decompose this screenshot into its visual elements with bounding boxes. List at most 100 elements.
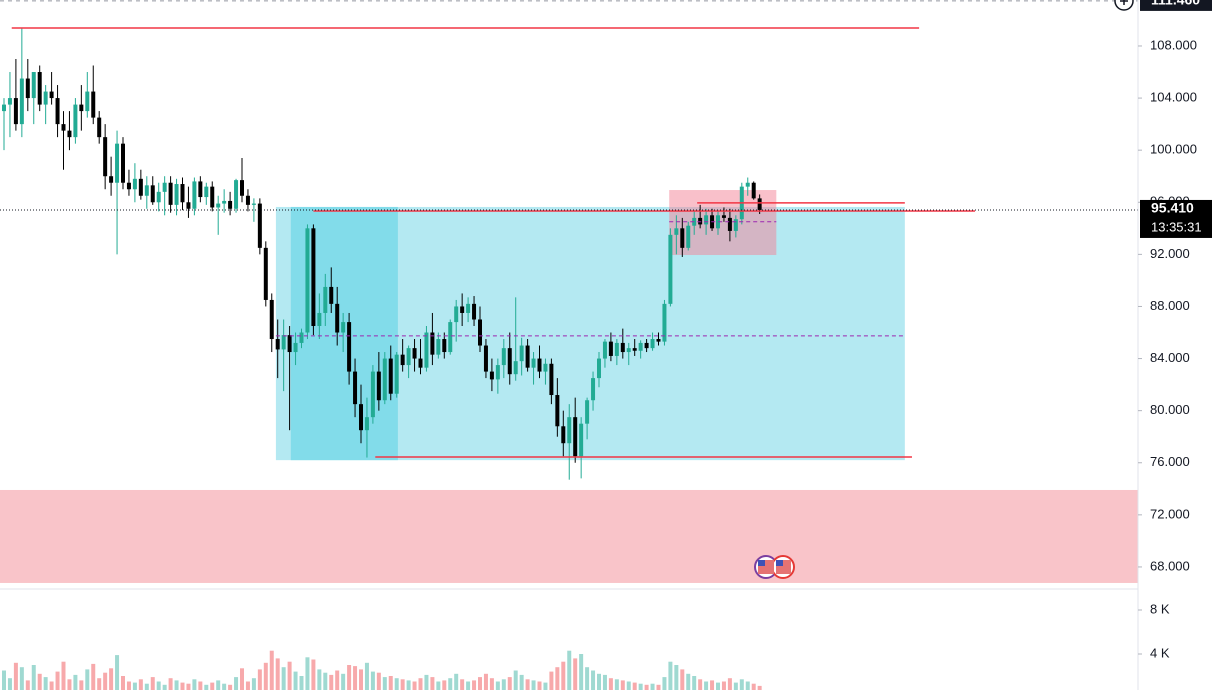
volume-bar bbox=[317, 669, 322, 690]
candle-body bbox=[442, 339, 447, 353]
volume-bar bbox=[448, 678, 453, 690]
volume-bar bbox=[150, 677, 155, 690]
candle-body bbox=[168, 182, 173, 205]
candle-body bbox=[251, 203, 256, 205]
volume-bar bbox=[626, 681, 631, 690]
candle-body bbox=[245, 195, 250, 205]
volume-bar bbox=[495, 681, 500, 690]
volume-bar bbox=[126, 681, 131, 690]
volume-bar bbox=[620, 680, 625, 690]
volume-bar bbox=[91, 663, 96, 690]
volume-tick-label: 4 K bbox=[1150, 645, 1170, 660]
volume-bar bbox=[216, 680, 221, 690]
volume-bar bbox=[430, 677, 435, 690]
candle-body bbox=[19, 78, 24, 125]
volume-bar bbox=[43, 677, 48, 690]
volume-bar bbox=[275, 658, 280, 690]
candle-body bbox=[466, 303, 471, 313]
add-button[interactable] bbox=[1114, 0, 1134, 11]
candle-body bbox=[418, 358, 423, 368]
candle-body bbox=[353, 371, 358, 405]
candle-body bbox=[549, 363, 554, 396]
candle-body bbox=[293, 342, 298, 353]
volume-bar bbox=[67, 679, 72, 690]
candle-body bbox=[198, 181, 203, 198]
volume-bar bbox=[638, 683, 643, 690]
candle-body bbox=[162, 182, 167, 192]
volume-bar bbox=[739, 679, 744, 690]
candle-body bbox=[412, 348, 417, 359]
volume-bar bbox=[489, 678, 494, 690]
candle-body bbox=[704, 215, 709, 225]
volume-bar bbox=[13, 662, 18, 690]
candle-body bbox=[222, 200, 227, 204]
volume-bar bbox=[281, 667, 286, 690]
candle-body bbox=[186, 202, 191, 209]
volume-bar bbox=[721, 681, 726, 690]
candle-body bbox=[7, 98, 12, 105]
candle-body bbox=[448, 322, 453, 353]
candle-body bbox=[519, 345, 524, 362]
volume-bar bbox=[299, 675, 304, 690]
candle-body bbox=[757, 198, 762, 210]
candle-body bbox=[67, 130, 72, 138]
candle-body bbox=[614, 342, 619, 356]
candle-body bbox=[495, 365, 500, 380]
volume-bar bbox=[501, 679, 506, 690]
candle-body bbox=[751, 182, 756, 199]
candle-body bbox=[727, 217, 732, 231]
volume-bar bbox=[156, 681, 161, 690]
volume-bar bbox=[25, 680, 30, 690]
y-tick-label: 84.000 bbox=[1150, 350, 1190, 365]
y-tick-label: 80.000 bbox=[1150, 402, 1190, 417]
candle-body bbox=[13, 98, 18, 125]
candle-body bbox=[156, 191, 161, 203]
volume-bar bbox=[121, 675, 125, 690]
volume-bar bbox=[442, 680, 447, 690]
volume-bar bbox=[85, 669, 90, 690]
volume-bar bbox=[757, 685, 762, 690]
flag-icons bbox=[754, 555, 795, 579]
volume-bar bbox=[543, 682, 548, 690]
volume-bar bbox=[2, 670, 6, 690]
candle-body bbox=[602, 341, 607, 359]
candle-body bbox=[656, 339, 661, 342]
candle-body bbox=[531, 358, 536, 368]
volume-bar bbox=[507, 677, 512, 690]
candle-body bbox=[585, 400, 590, 424]
candle-body bbox=[733, 219, 738, 231]
volume-bar bbox=[168, 678, 173, 690]
candle-body bbox=[204, 186, 209, 198]
candle-body bbox=[525, 345, 530, 368]
volume-bar bbox=[353, 666, 358, 690]
candle-body bbox=[573, 417, 578, 457]
candle-body bbox=[174, 184, 179, 205]
candle-body bbox=[275, 339, 280, 350]
candle-body bbox=[626, 348, 631, 353]
volume-bar bbox=[525, 679, 530, 690]
volume-bar bbox=[347, 664, 352, 690]
volume-bar bbox=[460, 679, 465, 690]
candle-body bbox=[400, 354, 405, 366]
y-tick-label: 92.000 bbox=[1150, 246, 1190, 261]
crosshair-price-label: 111.460 bbox=[1151, 0, 1200, 8]
candle-body bbox=[216, 203, 221, 208]
candle-body bbox=[341, 322, 346, 333]
volume-bar bbox=[162, 684, 167, 690]
candle-body bbox=[2, 104, 6, 112]
countdown-label: 13:35:31 bbox=[1151, 219, 1202, 234]
candle-body bbox=[263, 247, 268, 300]
volume-bar bbox=[424, 674, 429, 690]
candle-body bbox=[121, 143, 125, 183]
volume-bar bbox=[73, 674, 78, 690]
candle-body bbox=[537, 358, 542, 372]
volume-bar bbox=[109, 668, 114, 690]
volume-bar bbox=[716, 682, 720, 690]
volume-bar bbox=[370, 671, 375, 690]
volume-bar bbox=[597, 673, 601, 690]
candle-body bbox=[138, 178, 143, 196]
candle-body bbox=[674, 228, 679, 235]
candle-body bbox=[299, 332, 304, 343]
candle-body bbox=[394, 354, 399, 394]
volume-bar bbox=[567, 650, 572, 690]
